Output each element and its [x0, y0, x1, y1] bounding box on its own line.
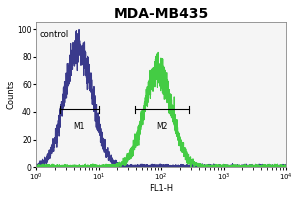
Text: M1: M1	[74, 122, 85, 131]
Title: MDA-MB435: MDA-MB435	[113, 7, 209, 21]
Text: M2: M2	[156, 122, 168, 131]
X-axis label: FL1-H: FL1-H	[149, 184, 173, 193]
Text: control: control	[40, 30, 69, 39]
Y-axis label: Counts: Counts	[7, 80, 16, 109]
